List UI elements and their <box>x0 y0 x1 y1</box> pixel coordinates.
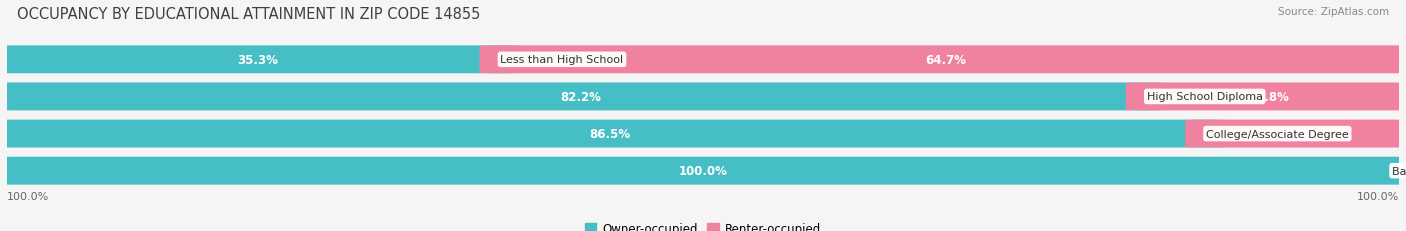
Text: 35.3%: 35.3% <box>236 54 277 67</box>
FancyBboxPatch shape <box>1126 83 1406 111</box>
Text: High School Diploma: High School Diploma <box>1147 92 1263 102</box>
FancyBboxPatch shape <box>1185 120 1406 148</box>
Legend: Owner-occupied, Renter-occupied: Owner-occupied, Renter-occupied <box>579 217 827 231</box>
Text: 100.0%: 100.0% <box>1357 191 1399 201</box>
FancyBboxPatch shape <box>0 157 1406 185</box>
FancyBboxPatch shape <box>0 83 1167 111</box>
Text: Bachelor's Degree or higher: Bachelor's Degree or higher <box>1392 166 1406 176</box>
Text: College/Associate Degree: College/Associate Degree <box>1206 129 1348 139</box>
Text: Source: ZipAtlas.com: Source: ZipAtlas.com <box>1278 7 1389 17</box>
Text: 82.2%: 82.2% <box>560 91 600 103</box>
FancyBboxPatch shape <box>0 120 1227 148</box>
FancyBboxPatch shape <box>0 83 1406 111</box>
Text: Less than High School: Less than High School <box>501 55 623 65</box>
Text: 17.8%: 17.8% <box>1249 91 1289 103</box>
Text: 100.0%: 100.0% <box>7 191 49 201</box>
FancyBboxPatch shape <box>0 46 522 74</box>
FancyBboxPatch shape <box>0 157 1406 185</box>
Text: 100.0%: 100.0% <box>679 164 727 177</box>
FancyBboxPatch shape <box>0 46 1406 74</box>
FancyBboxPatch shape <box>479 46 1406 74</box>
Text: 13.5%: 13.5% <box>1278 128 1319 140</box>
Text: 86.5%: 86.5% <box>589 128 630 140</box>
FancyBboxPatch shape <box>0 120 1406 148</box>
Text: 64.7%: 64.7% <box>925 54 967 67</box>
Text: OCCUPANCY BY EDUCATIONAL ATTAINMENT IN ZIP CODE 14855: OCCUPANCY BY EDUCATIONAL ATTAINMENT IN Z… <box>17 7 481 22</box>
